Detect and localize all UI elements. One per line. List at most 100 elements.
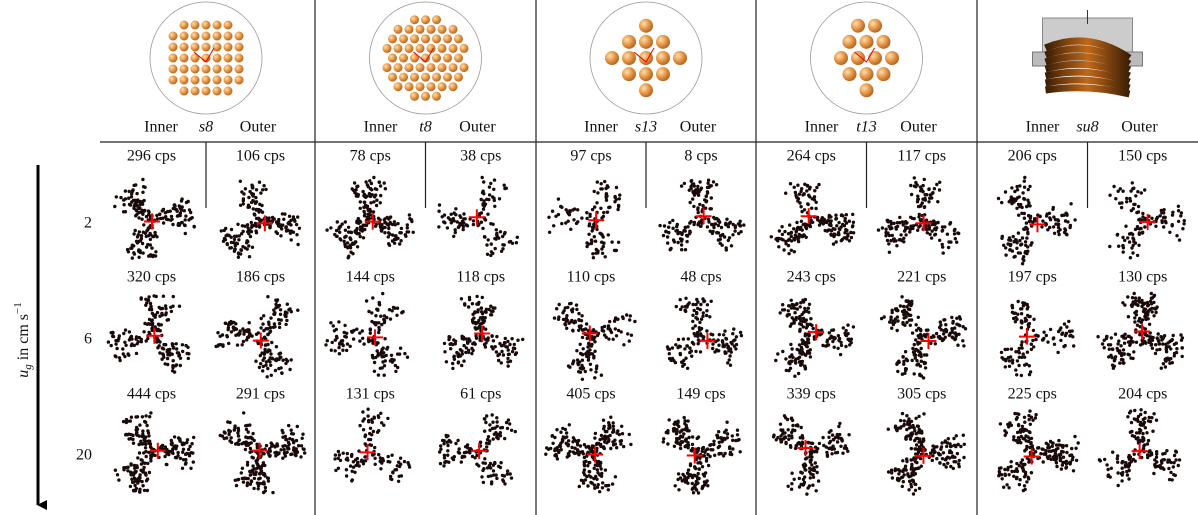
particle-position [800,352,804,356]
particle-position [363,200,367,204]
particle-position [916,447,920,452]
particle-position [544,452,548,456]
particle-position [691,197,695,201]
particle-position [717,440,721,444]
particle-position [229,440,234,445]
particle-position [235,234,239,238]
particle-position [585,474,589,479]
particle-position [405,355,410,359]
particle-position [405,223,409,227]
particle-position [899,418,903,423]
particle-position [711,333,715,337]
particle-position [512,342,516,347]
particle-position [325,228,329,232]
particle-position [341,348,345,352]
sphere [426,43,436,53]
particle-position [676,477,680,482]
particle-position [1032,317,1036,321]
particle-position [134,183,138,187]
particle-position [129,246,133,250]
particle-position [725,432,730,436]
particle-position [806,306,810,310]
particle-position [151,254,155,259]
particle-position [1137,296,1142,300]
particle-position [240,466,245,470]
particle-position [807,187,812,191]
particle-position [711,180,716,184]
scatter-plot [658,178,746,252]
particle-position [513,429,517,434]
particle-position [682,181,687,186]
particle-position [492,473,496,477]
particle-position [698,350,703,354]
particle-position [769,235,773,239]
particle-position [849,235,854,240]
particle-position [739,230,743,234]
particle-position [262,335,267,339]
particle-position [463,302,467,306]
particle-position [410,219,414,224]
particle-position [113,468,118,472]
count-rate: 339 cps [787,386,836,403]
particle-position [499,361,503,365]
particle-position [149,308,154,312]
particle-position [169,218,173,222]
particle-position [608,425,612,430]
particle-position [691,326,695,330]
particle-position [565,210,570,214]
particle-position [793,374,797,378]
particle-position [251,198,255,203]
particle-position [1012,255,1016,259]
sphere [454,72,463,82]
particle-position [389,477,393,481]
particle-position [556,448,561,453]
particle-position [916,228,920,232]
particle-position [827,435,831,439]
particle-position [701,445,706,450]
particle-position [725,217,729,221]
particle-position [444,360,449,364]
particle-position [485,414,489,418]
particle-position [446,216,451,220]
particle-position [261,451,265,456]
particle-position [1132,301,1136,305]
particle-position [1121,235,1125,240]
particle-position [501,479,506,483]
particle-position [280,371,284,375]
particle-position [337,227,341,231]
particle-position [704,481,708,485]
particle-position [929,341,933,345]
particle-position [1031,338,1035,343]
particle-position [616,207,620,212]
particle-position [357,231,361,236]
particle-position [784,441,788,446]
particle-position [1133,316,1137,320]
particle-position [1154,310,1158,315]
particle-position [161,347,166,351]
particle-position [281,358,285,362]
sphere [859,67,874,82]
particle-position [834,213,838,217]
particle-position [144,454,148,459]
particle-position [378,184,383,188]
particle-position [502,340,507,345]
particle-position [141,251,145,255]
particle-position [387,217,391,221]
sphere [190,20,200,30]
particle-position [351,337,356,341]
particle-position [588,362,593,366]
particle-position [266,476,270,480]
particle-position [329,348,333,352]
particle-position [713,217,717,221]
particle-position [700,449,704,453]
particle-position [728,445,732,449]
particle-position [802,480,807,484]
particle-position [368,209,372,214]
particle-position [139,439,143,443]
particle-position [1027,201,1031,205]
particle-position [1172,342,1177,346]
particle-position [784,191,788,195]
particle-position [1164,221,1168,225]
particle-position [683,444,687,449]
particle-position [834,240,838,244]
